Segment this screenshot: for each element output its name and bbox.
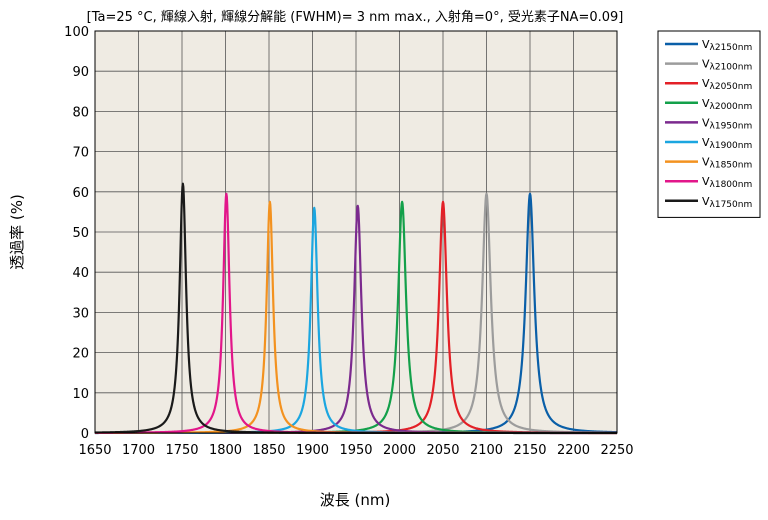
x-tick-label: 1800 — [209, 443, 242, 458]
x-tick-label: 1700 — [122, 443, 155, 458]
y-tick-label: 70 — [72, 146, 89, 161]
plot-frame — [94, 30, 618, 434]
legend-label: Vλ1950nm — [702, 116, 752, 131]
legend: Vλ2150nm Vλ2100nm Vλ2050nm Vλ2000nm Vλ1950nm… — [657, 30, 761, 218]
legend-label: Vλ1850nm — [702, 156, 752, 171]
y-tick-labels: 0 10 20 30 40 50 60 70 80 90 100 — [64, 25, 89, 442]
y-axis-title: 透過率 (%) — [8, 194, 26, 270]
legend-box — [657, 30, 761, 218]
y-tick-label: 100 — [64, 25, 89, 40]
y-tick-label: 90 — [72, 65, 89, 80]
chart-title: [Ta=25 °C, 輝線入射, 輝線分解能 (FWHM)= 3 nm max.… — [87, 9, 624, 25]
x-axis-title: 波長 (nm) — [320, 491, 391, 509]
x-tick-label: 2200 — [557, 443, 590, 458]
x-tick-label: 2050 — [426, 443, 459, 458]
legend-label: Vλ1750nm — [702, 195, 752, 210]
x-tick-label: 2100 — [470, 443, 503, 458]
y-tick-label: 40 — [72, 266, 89, 281]
legend-label: Vλ2050nm — [702, 77, 752, 92]
x-tick-label: 1650 — [78, 443, 111, 458]
legend-label: Vλ1800nm — [702, 175, 752, 190]
y-tick-label: 50 — [72, 226, 89, 241]
y-tick-label: 80 — [72, 105, 89, 120]
legend-label: Vλ1900nm — [702, 136, 752, 151]
x-tick-label: 1850 — [252, 443, 285, 458]
y-tick-label: 0 — [81, 427, 89, 442]
legend-label: Vλ2100nm — [702, 58, 752, 73]
legend-label: Vλ2150nm — [702, 38, 752, 53]
x-tick-label: 1750 — [165, 443, 198, 458]
x-tick-label: 2000 — [383, 443, 416, 458]
legend-label: Vλ2000nm — [702, 97, 752, 112]
y-tick-label: 30 — [72, 306, 89, 321]
x-tick-label: 1900 — [296, 443, 329, 458]
y-tick-label: 20 — [72, 347, 89, 362]
grid-lines — [94, 30, 618, 434]
x-tick-label: 2150 — [513, 443, 546, 458]
x-tick-label: 2250 — [600, 443, 633, 458]
x-tick-label: 1950 — [339, 443, 372, 458]
y-tick-label: 60 — [72, 186, 89, 201]
x-tick-labels: 1650 1700 1750 1800 1850 1900 1950 2000 2050 2100… — [78, 443, 633, 458]
y-tick-label: 10 — [72, 387, 89, 402]
